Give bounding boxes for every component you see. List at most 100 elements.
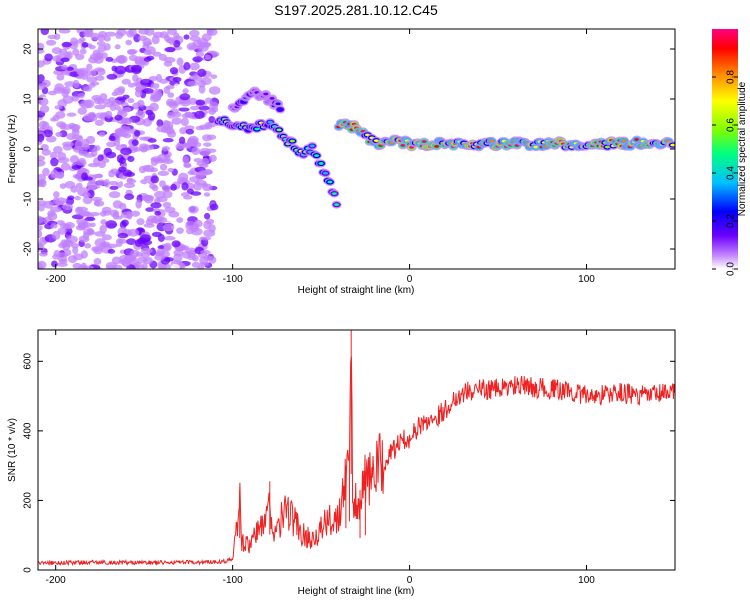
spectrogram-blob <box>124 193 135 200</box>
spectrogram-blob <box>50 169 59 179</box>
spectrogram-blob <box>187 170 195 175</box>
spectrogram-blob <box>103 35 111 42</box>
spectrogram-blob <box>98 131 106 137</box>
spectrogram-blob <box>183 34 190 40</box>
spectrogram-core <box>322 171 329 175</box>
spectrogram-blob <box>133 129 141 137</box>
spectrogram-blob <box>143 49 152 56</box>
spectrogram-blob <box>210 74 218 79</box>
spectrogram-blob <box>42 129 53 138</box>
spectrogram-blob <box>60 57 70 63</box>
spectrogram-core <box>289 139 295 143</box>
spectrogram-feature-diffuse-noise <box>38 29 221 269</box>
spectrogram-blob <box>113 140 121 147</box>
spectrogram-blob <box>95 68 106 76</box>
spectrogram-blob <box>187 249 196 258</box>
spectrogram-blob <box>122 132 132 139</box>
spectrogram-blob <box>103 178 110 188</box>
spectrogram-blob <box>140 252 150 258</box>
colorbar-label: Normalized spectral amplitude <box>737 81 748 216</box>
spectrogram-blob <box>55 131 63 137</box>
spectrogram-core <box>267 120 273 124</box>
spectrogram-blob <box>38 242 43 250</box>
x-tick-label: -100 <box>223 274 243 285</box>
spectrogram-blob <box>203 220 212 230</box>
spectrogram-blob <box>169 67 179 75</box>
spectrogram-blob <box>54 105 63 110</box>
spectrogram-core <box>314 154 320 158</box>
spectrogram-blob <box>159 78 169 84</box>
spectrogram-blob <box>178 29 189 32</box>
snr-plot-area <box>38 330 675 570</box>
spectrogram-blob <box>151 35 160 45</box>
spectrogram-blob <box>72 246 79 255</box>
spectrogram-blob <box>208 86 221 95</box>
spectrogram-blob <box>106 243 119 249</box>
spectrogram-blob <box>189 105 200 111</box>
spectrogram-blob <box>140 178 149 185</box>
spectrogram-blob <box>143 223 155 228</box>
spectrogram-blob <box>38 225 43 231</box>
spectrogram-blob <box>42 167 50 177</box>
spectrogram-core <box>333 203 340 207</box>
spectrogram-blob <box>188 97 198 105</box>
spectrogram-blob <box>50 157 59 167</box>
spectrogram-blob <box>201 157 210 166</box>
y-tick-label: 0 <box>23 567 34 573</box>
spectrogram-ylabel: Frequency (Hz) <box>7 115 18 184</box>
spectrogram-blob <box>151 231 162 238</box>
spectrogram-blob <box>163 242 172 252</box>
spectrogram-blob <box>116 29 127 37</box>
spectrogram-blob <box>53 146 63 154</box>
spectrogram-blob <box>140 147 148 153</box>
spectrogram-blob <box>57 157 70 164</box>
spectrogram-blob <box>183 162 191 168</box>
spectrogram-blob <box>109 185 119 191</box>
spectrogram-blob <box>61 64 68 70</box>
spectrogram-blob <box>38 133 45 143</box>
spectrogram-blob <box>140 78 153 86</box>
spectrogram-blob <box>200 250 211 255</box>
spectrogram-blob <box>136 218 145 226</box>
spectrogram-blob <box>82 191 91 198</box>
spectrogram-blob <box>138 29 149 35</box>
snr-frame <box>37 329 676 571</box>
spectrogram-blob <box>53 191 60 199</box>
spectrogram-blob <box>41 148 51 156</box>
spectrogram-blob <box>83 176 94 181</box>
spectrogram-blob <box>170 263 180 269</box>
spectrogram-blob <box>114 114 123 121</box>
spectrogram-core <box>254 127 260 131</box>
spectrogram-blob <box>167 100 177 106</box>
spectrogram-blob <box>191 146 201 155</box>
spectrogram-blob <box>206 29 216 32</box>
spectrogram-blob <box>86 76 98 83</box>
spectrogram-blob <box>159 163 168 171</box>
spectrogram-blob <box>38 229 43 239</box>
spectrogram-core <box>309 144 315 148</box>
spectrogram-blob <box>59 183 67 189</box>
spectrogram-blob <box>150 202 162 209</box>
spectrogram-blob <box>121 219 129 227</box>
spectrogram-blob <box>156 119 164 127</box>
spectrogram-blob <box>81 219 89 229</box>
spectrogram-blob <box>82 232 90 240</box>
spectrogram-blob <box>83 30 93 38</box>
spectrogram-blob <box>57 227 67 235</box>
spectrogram-blob <box>167 111 176 119</box>
spectrogram-blob <box>188 75 199 80</box>
colorbar-gradient <box>712 29 738 269</box>
spectrogram-blob <box>185 220 195 226</box>
spectrogram-blob <box>94 104 106 110</box>
spectrogram-blob <box>80 211 91 217</box>
spectrogram-blob <box>75 39 85 44</box>
spectrogram-blob <box>71 242 79 249</box>
spectrogram-blob <box>39 105 50 113</box>
spectrogram-blob <box>118 166 127 173</box>
spectrogram-blob <box>38 200 47 206</box>
spectrogram-blob <box>127 49 137 56</box>
x-tick-label: 0 <box>407 575 413 586</box>
spectrogram-blob <box>77 92 85 99</box>
spectrogram-blob <box>74 140 84 149</box>
